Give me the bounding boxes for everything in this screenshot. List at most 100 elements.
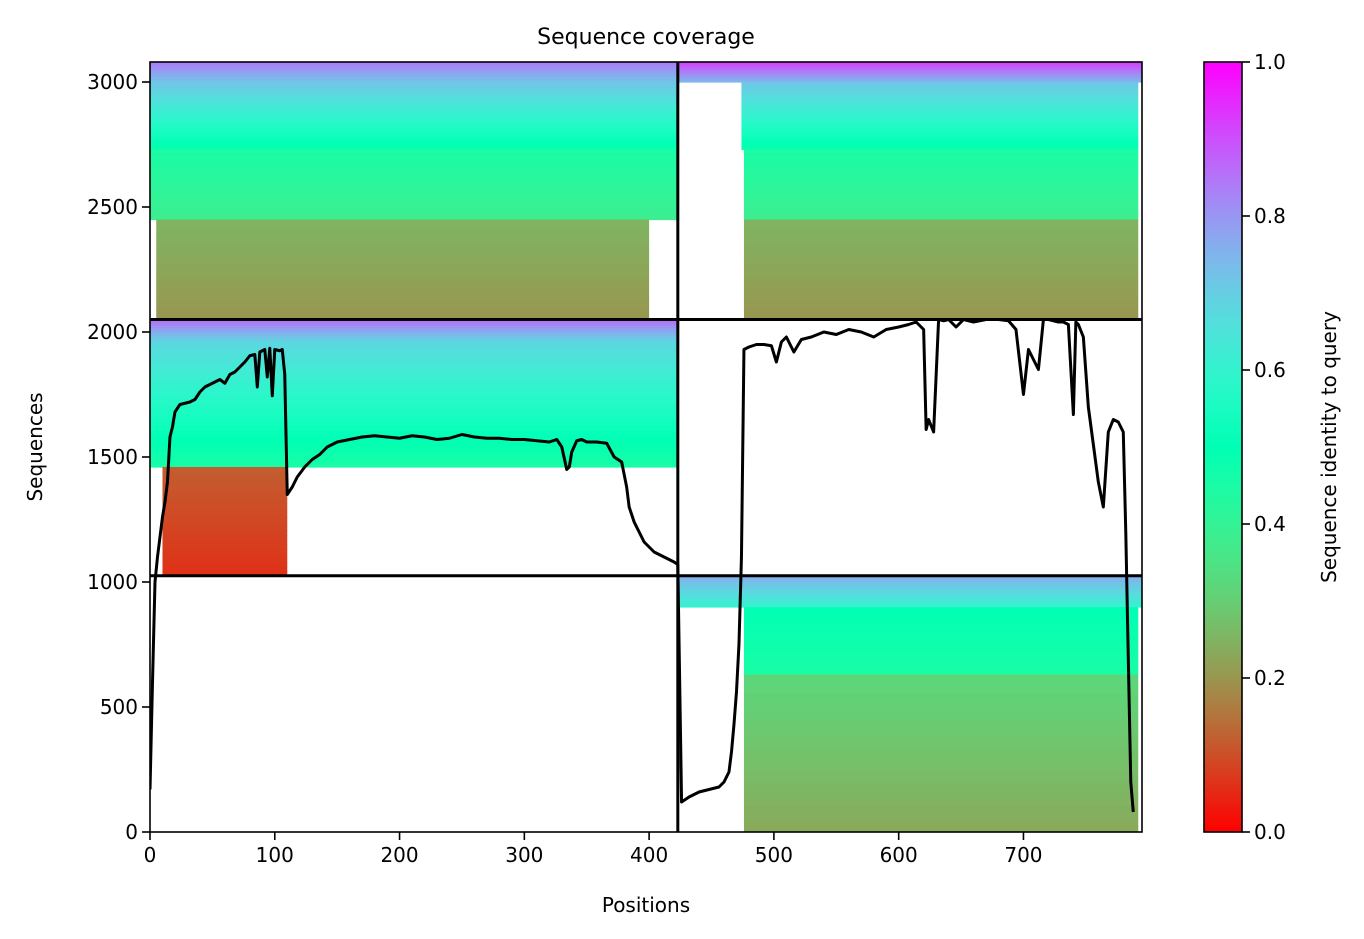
heatmap-cell xyxy=(743,273,1139,279)
heatmap-cell xyxy=(150,216,678,221)
heatmap-cell xyxy=(162,566,288,572)
heatmap-cell xyxy=(741,82,1139,86)
heatmap-cell xyxy=(743,812,1139,820)
heatmap-cell xyxy=(150,78,678,81)
heatmap-cell xyxy=(150,330,678,333)
heatmap-cell xyxy=(677,77,1142,79)
heatmap-cell xyxy=(150,155,678,159)
heatmap-cell xyxy=(150,362,678,369)
colorbar-tick-label: 1.0 xyxy=(1254,50,1286,74)
heatmap-block-2 xyxy=(677,62,1142,321)
heatmap-cell xyxy=(743,265,1139,271)
heatmap-cell xyxy=(743,252,1139,258)
heatmap-cell xyxy=(677,587,1142,590)
heatmap-cell xyxy=(150,373,678,380)
heatmap-cell xyxy=(743,248,1139,254)
heatmap-cell xyxy=(150,175,678,180)
heatmap-cell xyxy=(150,64,678,66)
heatmap-cell xyxy=(162,494,288,500)
heatmap-cell xyxy=(743,167,1139,171)
heatmap-cell xyxy=(156,261,650,266)
heatmap-cell xyxy=(743,190,1139,194)
heatmap-cell xyxy=(162,525,288,532)
heatmap-cell xyxy=(156,244,650,250)
x-tick-label: 500 xyxy=(755,843,793,867)
y-axis: 0 500 1000 1500 2000 2500 3000 xyxy=(87,70,150,844)
heatmap-cell xyxy=(743,169,1139,174)
heatmap-cell xyxy=(743,694,1139,702)
heatmap-cell xyxy=(677,80,1142,82)
heatmap-cell xyxy=(162,498,288,504)
heatmap-cell xyxy=(150,409,678,416)
heatmap-cell xyxy=(743,746,1139,754)
heatmap-cell xyxy=(150,178,678,183)
heatmap-cell xyxy=(743,282,1139,287)
heatmap-cell xyxy=(743,753,1139,761)
heatmap-cell xyxy=(677,63,1142,66)
heatmap-cell xyxy=(743,792,1139,800)
heatmap-cell xyxy=(741,124,1139,128)
heatmap-cell xyxy=(150,334,678,337)
heatmap-cell xyxy=(162,485,288,491)
heatmap-cell xyxy=(150,81,678,83)
heatmap-cell xyxy=(677,604,1142,607)
heatmap-cell xyxy=(677,605,1142,608)
heatmap-cell xyxy=(150,329,678,332)
heatmap-cell xyxy=(741,112,1139,117)
heatmap-cell xyxy=(743,257,1139,262)
heatmap-cell xyxy=(162,548,288,554)
heatmap-cell xyxy=(150,333,678,336)
heatmap-cell xyxy=(162,480,288,486)
heatmap-cell xyxy=(150,67,678,69)
heatmap-cell xyxy=(743,707,1139,715)
heatmap-cell xyxy=(150,394,678,400)
heatmap-cell xyxy=(743,663,1139,667)
heatmap-cell xyxy=(743,612,1139,617)
heatmap-cell xyxy=(150,75,678,77)
heatmap-cell xyxy=(150,335,678,337)
heatmap-cell xyxy=(741,135,1139,139)
heatmap-cell xyxy=(743,315,1139,321)
heatmap-cell xyxy=(150,378,678,385)
heatmap-cell xyxy=(150,63,678,66)
heatmap-block-1 xyxy=(150,62,678,321)
heatmap-cell xyxy=(743,269,1139,275)
heatmap-cell xyxy=(162,539,288,545)
heatmap-cell xyxy=(743,155,1139,159)
heatmap-cell xyxy=(677,584,1142,587)
heatmap-cell xyxy=(150,72,678,75)
y-tick-label: 3000 xyxy=(87,70,138,94)
heatmap-cell xyxy=(677,70,1142,72)
heatmap-cell xyxy=(156,307,650,312)
heatmap-cell xyxy=(743,181,1139,186)
heatmap-cell xyxy=(150,72,678,74)
heatmap-cell xyxy=(677,586,1142,589)
heatmap-cell xyxy=(150,69,678,71)
heatmap-cell xyxy=(743,643,1139,647)
heatmap-cell xyxy=(741,129,1139,134)
heatmap-cell xyxy=(156,294,650,300)
heatmap-cell xyxy=(150,129,678,134)
heatmap-block-3 xyxy=(150,319,678,577)
heatmap-cell xyxy=(150,67,678,70)
heatmap-cell xyxy=(743,219,1139,225)
heatmap-cell xyxy=(743,204,1139,209)
heatmap-cell xyxy=(150,68,678,71)
heatmap-cell xyxy=(743,713,1139,722)
heatmap-cell xyxy=(150,76,678,78)
heatmap-cell xyxy=(150,368,678,374)
heatmap-cell xyxy=(150,339,678,341)
heatmap-cell xyxy=(677,578,1142,581)
heatmap-cell xyxy=(743,618,1139,622)
heatmap-cell xyxy=(150,461,678,468)
heatmap-cell xyxy=(741,87,1139,92)
heatmap-cell xyxy=(162,557,288,563)
heatmap-cell xyxy=(677,72,1142,75)
heatmap-cell xyxy=(677,73,1142,76)
heatmap-cell xyxy=(743,646,1139,650)
heatmap-cell xyxy=(743,805,1139,813)
heatmap-cell xyxy=(743,649,1139,653)
heatmap-cell xyxy=(741,98,1139,103)
heatmap-cell xyxy=(677,64,1142,66)
heatmap-cell xyxy=(677,67,1142,70)
